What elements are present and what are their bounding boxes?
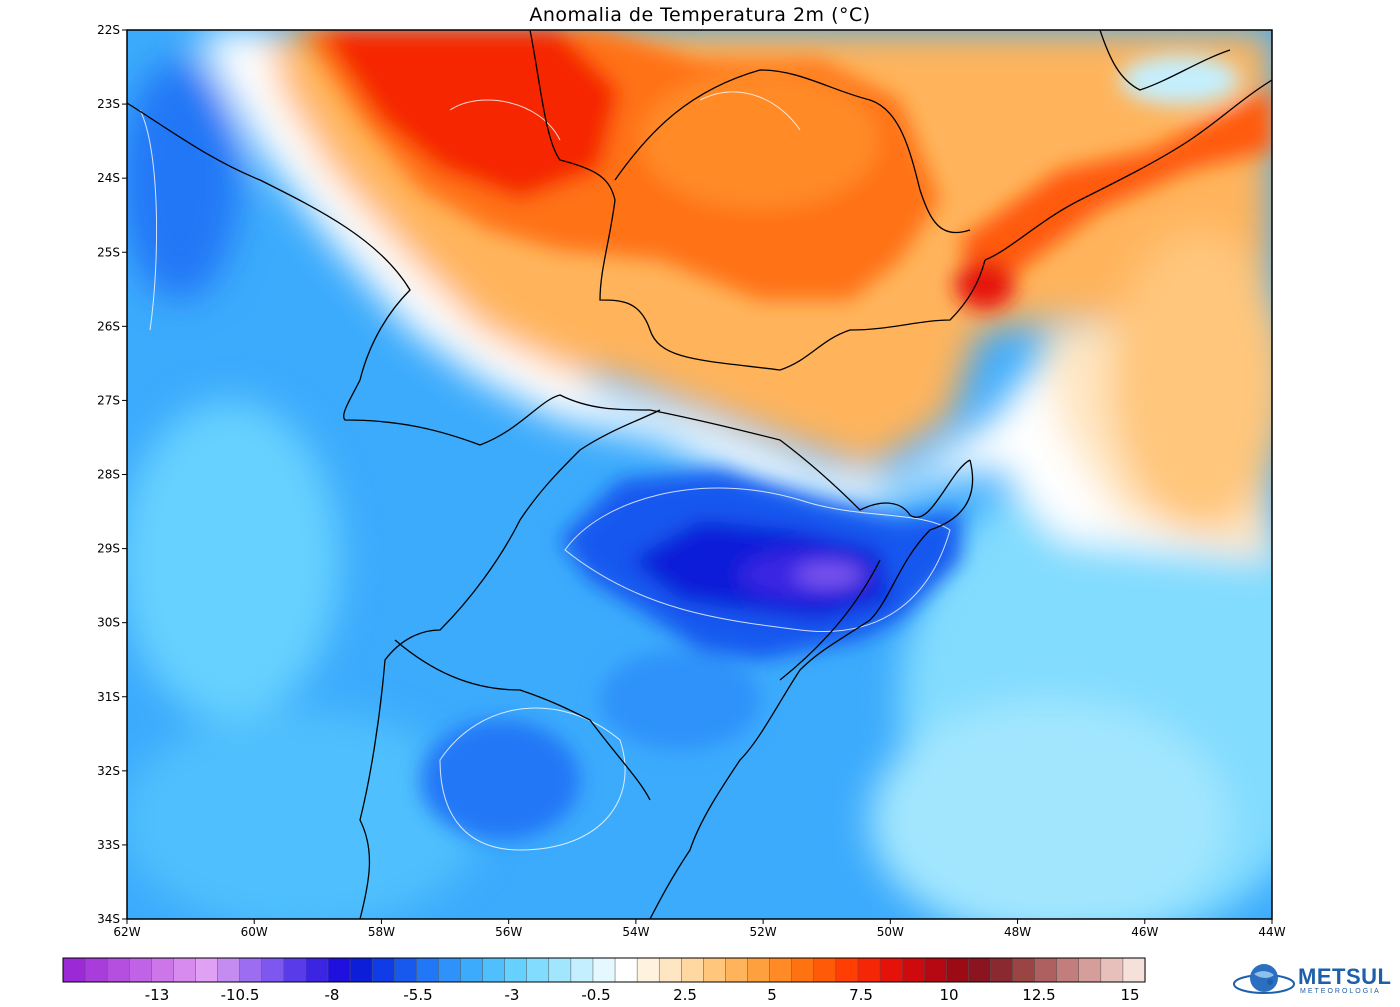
lat-label: 26S	[97, 319, 120, 333]
globe-icon	[1233, 964, 1295, 994]
lat-label: 28S	[97, 468, 120, 482]
colorbar-swatch	[261, 957, 285, 983]
lon-label: 48W	[1004, 925, 1031, 939]
colorbar-swatch	[923, 957, 947, 983]
colorbar-swatch	[1034, 957, 1058, 983]
latitude-axis: 22S 23S 24S 25S 26S 27S 28S 29S 30S 31S 32S 33S 34S	[97, 23, 127, 926]
lat-label: 25S	[97, 245, 120, 259]
lat-label: 30S	[97, 616, 120, 630]
colorbar-swatch	[857, 957, 881, 983]
lon-label: 58W	[368, 925, 395, 939]
lat-label: 22S	[97, 23, 120, 37]
colorbar-swatch	[791, 957, 815, 983]
map-title: Anomalia de Temperatura 2m (°C)	[529, 4, 871, 26]
lat-label: 29S	[97, 542, 120, 556]
lon-label: 60W	[241, 925, 268, 939]
lat-label: 32S	[97, 764, 120, 778]
colorbar-swatch	[460, 957, 484, 983]
colorbar-swatch	[327, 957, 351, 983]
lat-label: 24S	[97, 171, 120, 185]
colorbar-swatch	[570, 957, 594, 983]
colorbar-frame	[62, 957, 1146, 983]
lat-label: 23S	[97, 97, 120, 111]
borders	[127, 30, 1272, 919]
colorbar-swatch	[658, 957, 682, 983]
colorbar-swatch	[747, 957, 771, 983]
colorbar-swatch	[769, 957, 793, 983]
colorbar-swatch	[482, 957, 506, 983]
colorbar-label: -0.5	[581, 986, 610, 1004]
colorbar-swatch	[835, 957, 859, 983]
colorbar-swatch	[173, 957, 197, 983]
colorbar-swatch	[438, 957, 462, 983]
colorbar-swatch	[1100, 957, 1124, 983]
colorbar-swatch	[217, 957, 241, 983]
colorbar-label: -5.5	[403, 986, 432, 1004]
colorbar-swatch	[106, 957, 130, 983]
colorbar-swatch	[1056, 957, 1080, 983]
lat-label: 33S	[97, 838, 120, 852]
colorbar-swatch	[636, 957, 660, 983]
colorbar-label: 15	[1120, 986, 1139, 1004]
colorbar-swatch	[1078, 957, 1102, 983]
colorbar-label: -8	[325, 986, 340, 1004]
colorbar-swatch	[305, 957, 329, 983]
colorbar-swatch	[62, 957, 86, 983]
colorbar-swatch	[548, 957, 572, 983]
lon-label: 62W	[113, 925, 140, 939]
colorbar-swatch	[813, 957, 837, 983]
logo-name: METSUL	[1298, 964, 1392, 989]
colorbar: -13 -10.5 -8 -5.5 -3 -0.5 2.5 5 7.5 10 12.5 15	[62, 957, 1146, 1004]
colorbar-swatch	[614, 957, 638, 983]
colorbar-swatch	[968, 957, 991, 983]
colorbar-swatch	[393, 957, 417, 983]
colorbar-swatch	[128, 957, 152, 983]
colorbar-swatch	[592, 957, 616, 983]
lon-label: 56W	[495, 925, 522, 939]
colorbar-label: 10	[939, 986, 958, 1004]
lat-label: 34S	[97, 912, 120, 926]
colorbar-swatch	[349, 957, 373, 983]
colorbar-swatch	[416, 957, 439, 983]
colorbar-label: 5	[767, 986, 777, 1004]
lon-label: 54W	[622, 925, 649, 939]
logo-subtitle: METEOROLOGIA	[1300, 988, 1381, 995]
colorbar-swatch	[526, 957, 550, 983]
lon-label: 52W	[750, 925, 777, 939]
lon-label: 46W	[1131, 925, 1158, 939]
colorbar-swatch	[901, 957, 925, 983]
longitude-axis: 62W 60W 58W 56W 54W 52W 50W 48W 46W 44W	[113, 919, 1286, 939]
colorbar-swatch	[504, 957, 528, 983]
lat-label: 27S	[97, 393, 120, 407]
colorbar-swatch	[946, 957, 969, 983]
colorbar-swatch	[283, 957, 307, 983]
colorbar-swatch	[725, 957, 749, 983]
colorbar-swatch	[371, 957, 395, 983]
colorbar-swatch	[239, 957, 263, 983]
colorbar-label: -10.5	[221, 986, 260, 1004]
colorbar-swatch	[703, 957, 726, 983]
lon-label: 44W	[1258, 925, 1285, 939]
colorbar-swatch	[681, 957, 704, 983]
colorbar-swatch	[84, 957, 108, 983]
colorbar-swatch	[1012, 957, 1036, 983]
colorbar-label: 7.5	[849, 986, 873, 1004]
lat-label: 31S	[97, 690, 120, 704]
colorbar-label: 2.5	[673, 986, 697, 1004]
colorbar-swatch	[990, 957, 1014, 983]
colorbar-label: -3	[505, 986, 520, 1004]
colorbar-swatch	[151, 957, 174, 983]
colorbar-label: 12.5	[1022, 986, 1055, 1004]
colorbar-label: -13	[145, 986, 170, 1004]
colorbar-swatch	[879, 957, 903, 983]
lon-label: 50W	[877, 925, 904, 939]
metsul-logo: METSUL METEOROLOGIA	[1232, 960, 1392, 1000]
colorbar-swatch	[1122, 957, 1146, 983]
anomaly-field	[127, 30, 1272, 919]
colorbar-swatch	[195, 957, 219, 983]
